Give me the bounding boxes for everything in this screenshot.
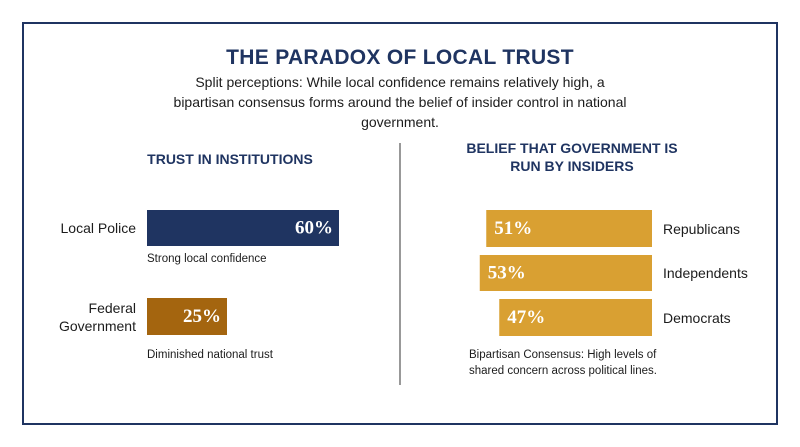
annotation: Strong local confidence	[147, 253, 267, 265]
bar	[486, 210, 652, 247]
frame	[22, 22, 778, 425]
subtitle: Split perceptions: While local confidenc…	[173, 74, 627, 130]
bar	[147, 298, 227, 335]
category-label: Democrats	[663, 309, 731, 326]
value-label: 53%	[488, 262, 526, 283]
bar	[147, 210, 339, 246]
value-label: 47%	[507, 307, 545, 328]
category-label: Local Police	[60, 220, 137, 236]
category-label: Federal Government	[58, 299, 136, 334]
chart-title: BELIEF THAT GOVERNMENT IS RUN BY INSIDER…	[466, 140, 678, 174]
annotation: Diminished national trust	[147, 349, 273, 361]
value-label: 25%	[183, 306, 221, 327]
value-label: 51%	[494, 218, 532, 239]
annotation: Bipartisan Consensus: High levels of sha…	[469, 349, 657, 377]
category-label: Republicans	[663, 220, 741, 237]
title: THE PARADOX OF LOCAL TRUST	[226, 46, 574, 69]
bar	[479, 255, 652, 291]
bar	[499, 299, 652, 336]
category-label: Independents	[663, 265, 748, 281]
value-label: 60%	[295, 217, 333, 238]
chart-title: TRUST IN INSTITUTIONS	[147, 151, 313, 167]
